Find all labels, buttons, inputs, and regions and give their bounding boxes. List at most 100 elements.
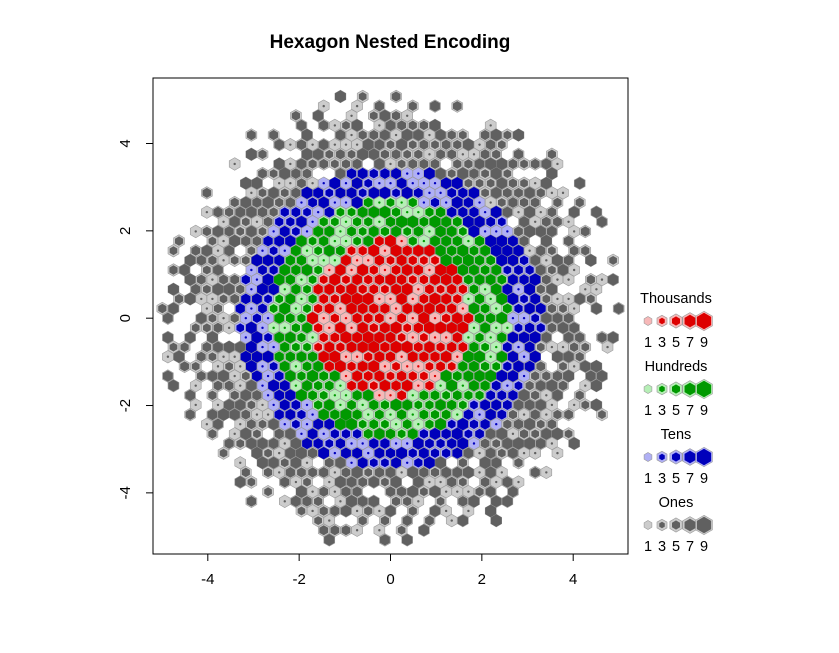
hex-cell-digit (414, 400, 423, 410)
hex-cell-digit (442, 390, 450, 400)
hex-cell-digit (585, 370, 596, 382)
hex-cell-digit (379, 379, 391, 392)
hex-cell-digit (358, 227, 367, 236)
hex-cell-digit (503, 130, 512, 140)
legend-digit: 1 (644, 403, 652, 419)
hex-cell-digit (397, 120, 406, 131)
y-tick-label: 0 (117, 314, 134, 322)
hex-cell-digit (357, 457, 368, 469)
hex-cell-dot (467, 239, 470, 243)
hex-cell-digit (324, 398, 335, 411)
hex-cell-digit (458, 187, 468, 199)
hex-cell-digit (524, 417, 536, 431)
hex-cell-digit (458, 458, 467, 468)
hex-cell-digit (581, 245, 590, 256)
hex-cell-digit (251, 176, 263, 190)
hex-cell-digit (607, 273, 619, 286)
hex-cell-digit (297, 409, 306, 420)
hex-cell-dot (305, 249, 309, 252)
hex-cell-digit (419, 120, 428, 131)
hex-cell-digit (180, 342, 189, 352)
legend-hex-inner (646, 454, 650, 460)
hex-cell-digit (435, 303, 446, 314)
hex-cell-digit (447, 419, 456, 429)
hex-cell-dot (261, 384, 264, 387)
hex-cell-digit (196, 274, 206, 285)
hex-cell-digit (480, 130, 490, 141)
hex-cell-digit (346, 341, 357, 353)
hex-cell-dot (250, 268, 253, 272)
legend-digit: 3 (658, 539, 666, 555)
hex-cell-dot (472, 153, 476, 156)
hex-cell-digit (335, 456, 346, 469)
hex-cell-digit (279, 167, 291, 180)
hex-cell-digit (213, 322, 223, 333)
hex-cell-digit (314, 380, 323, 391)
hex-cell-digit (520, 159, 528, 169)
hex-cell-digit (251, 254, 263, 267)
x-axis: -4 -2 0 2 4 (201, 554, 577, 588)
hex-cell-digit (357, 167, 368, 180)
hex-cell-digit (424, 302, 435, 315)
hex-cell-digit (268, 379, 280, 392)
hex-cell-digit (403, 323, 412, 333)
hex-cell-digit (169, 246, 178, 256)
hex-cell-dot (539, 210, 542, 214)
hex-cell-dot (311, 182, 314, 185)
hex-cell-digit (548, 265, 556, 275)
hex-cell-digit (302, 379, 312, 392)
hex-cell-digit (518, 389, 530, 402)
hex-cell-digit (392, 361, 400, 371)
hex-cell-digit (347, 246, 356, 256)
hex-cell-digit (213, 264, 223, 276)
hex-cell-digit (485, 273, 496, 286)
hex-cell-digit (291, 399, 301, 410)
hex-cell-digit (436, 496, 445, 506)
hex-cell-digit (513, 148, 524, 160)
hex-cell-dot (239, 384, 242, 387)
hex-cell-digit (380, 303, 390, 314)
hex-cell-digit (586, 274, 595, 285)
hex-cell-digit (274, 389, 285, 401)
hex-cell-digit (503, 361, 512, 372)
hex-cell-digit (580, 360, 591, 373)
hex-cell-digit (319, 525, 329, 536)
hex-cell-digit (206, 331, 218, 344)
hex-cell-dot (211, 278, 214, 281)
hex-cell-digit (296, 215, 307, 228)
hex-cell-digit (508, 486, 518, 498)
hex-cell-digit (346, 187, 357, 199)
hex-cell-digit (184, 273, 196, 286)
hex-cell-digit (208, 429, 217, 439)
hex-cell-digit (263, 235, 273, 247)
hex-cell-digit (236, 439, 245, 448)
hex-cell-digit (497, 390, 507, 401)
hex-cell-digit (390, 244, 402, 258)
hex-cell-digit (464, 159, 473, 169)
hex-cell-digit (440, 369, 452, 383)
hex-cell-digit (424, 456, 435, 470)
hex-cell-digit (385, 216, 396, 228)
hex-cell-digit (380, 129, 390, 141)
hex-cell-digit (247, 400, 256, 410)
hex-cell-digit (240, 427, 252, 441)
hex-cell-digit (280, 207, 289, 217)
hex-cell-digit (324, 283, 335, 295)
hex-cell-digit (247, 419, 256, 430)
hex-cell-digit (457, 437, 469, 450)
hex-cell-digit (581, 400, 590, 410)
hex-cell-digit (453, 159, 462, 169)
hex-cell-dot (411, 413, 414, 416)
hex-cell-digit (503, 187, 512, 198)
hex-cell-digit (391, 91, 401, 102)
hex-cell-digit (368, 360, 380, 373)
hex-cell-digit (341, 447, 351, 459)
hex-cell-digit (480, 418, 490, 430)
hex-cell-digit (447, 303, 457, 314)
y-tick-label: -4 (117, 486, 134, 499)
hex-cell-digit (408, 140, 417, 150)
hex-cell-dot (400, 355, 403, 358)
hex-cell-digit (208, 313, 217, 323)
hex-cell-digit (301, 264, 313, 276)
y-tick-label: 2 (117, 227, 134, 235)
